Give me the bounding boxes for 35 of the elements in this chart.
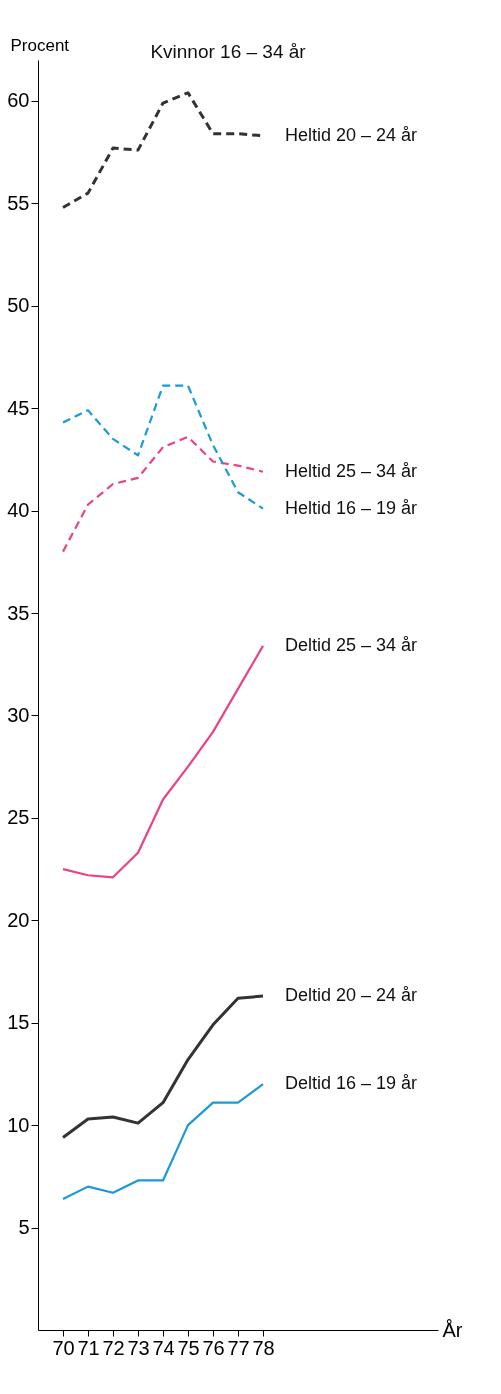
y-tick-label: 60 [7,89,30,112]
line-series [61,1083,265,1200]
x-tick-label: 72 [102,1336,125,1359]
line-series [61,994,265,1139]
line-series [61,644,265,879]
y-axis-title: Procent [10,35,70,55]
y-tick-label: 45 [7,396,30,419]
series-label: Deltid 25 – 34 år [285,634,418,655]
series-label: Heltid 25 – 34 år [285,460,418,481]
line-series [61,435,265,553]
x-tick-label: 77 [227,1336,250,1359]
y-tick-label: 40 [7,499,30,522]
x-tick-label: 76 [202,1336,225,1359]
line-series [61,384,265,510]
series-label: Deltid 16 – 19 år [285,1073,418,1094]
y-tick-label: 50 [7,294,30,317]
y-tick-label: 10 [7,1113,30,1136]
chart-title: Kvinnor 16 – 34 år [150,41,307,62]
x-tick-label: 73 [127,1336,150,1359]
y-tick-label: 30 [7,703,30,726]
x-tick-label: 70 [52,1336,75,1359]
y-tick-label: 25 [7,806,30,829]
x-tick-label: 74 [152,1336,175,1359]
y-tick-label: 35 [7,601,30,624]
y-tick-label: 20 [7,908,30,931]
x-axis-title: År [442,1318,463,1341]
x-tick-label: 71 [77,1336,100,1359]
x-tick-label: 78 [252,1336,275,1359]
series-label: Heltid 16 – 19 år [285,497,418,518]
y-tick-label: 5 [18,1216,30,1239]
y-tick-label: 55 [7,191,30,214]
x-tick-label: 75 [177,1336,200,1359]
series-label: Heltid 20 – 24 år [285,124,418,145]
y-tick-label: 15 [7,1011,30,1034]
series-label: Deltid 20 – 24 år [285,985,418,1006]
